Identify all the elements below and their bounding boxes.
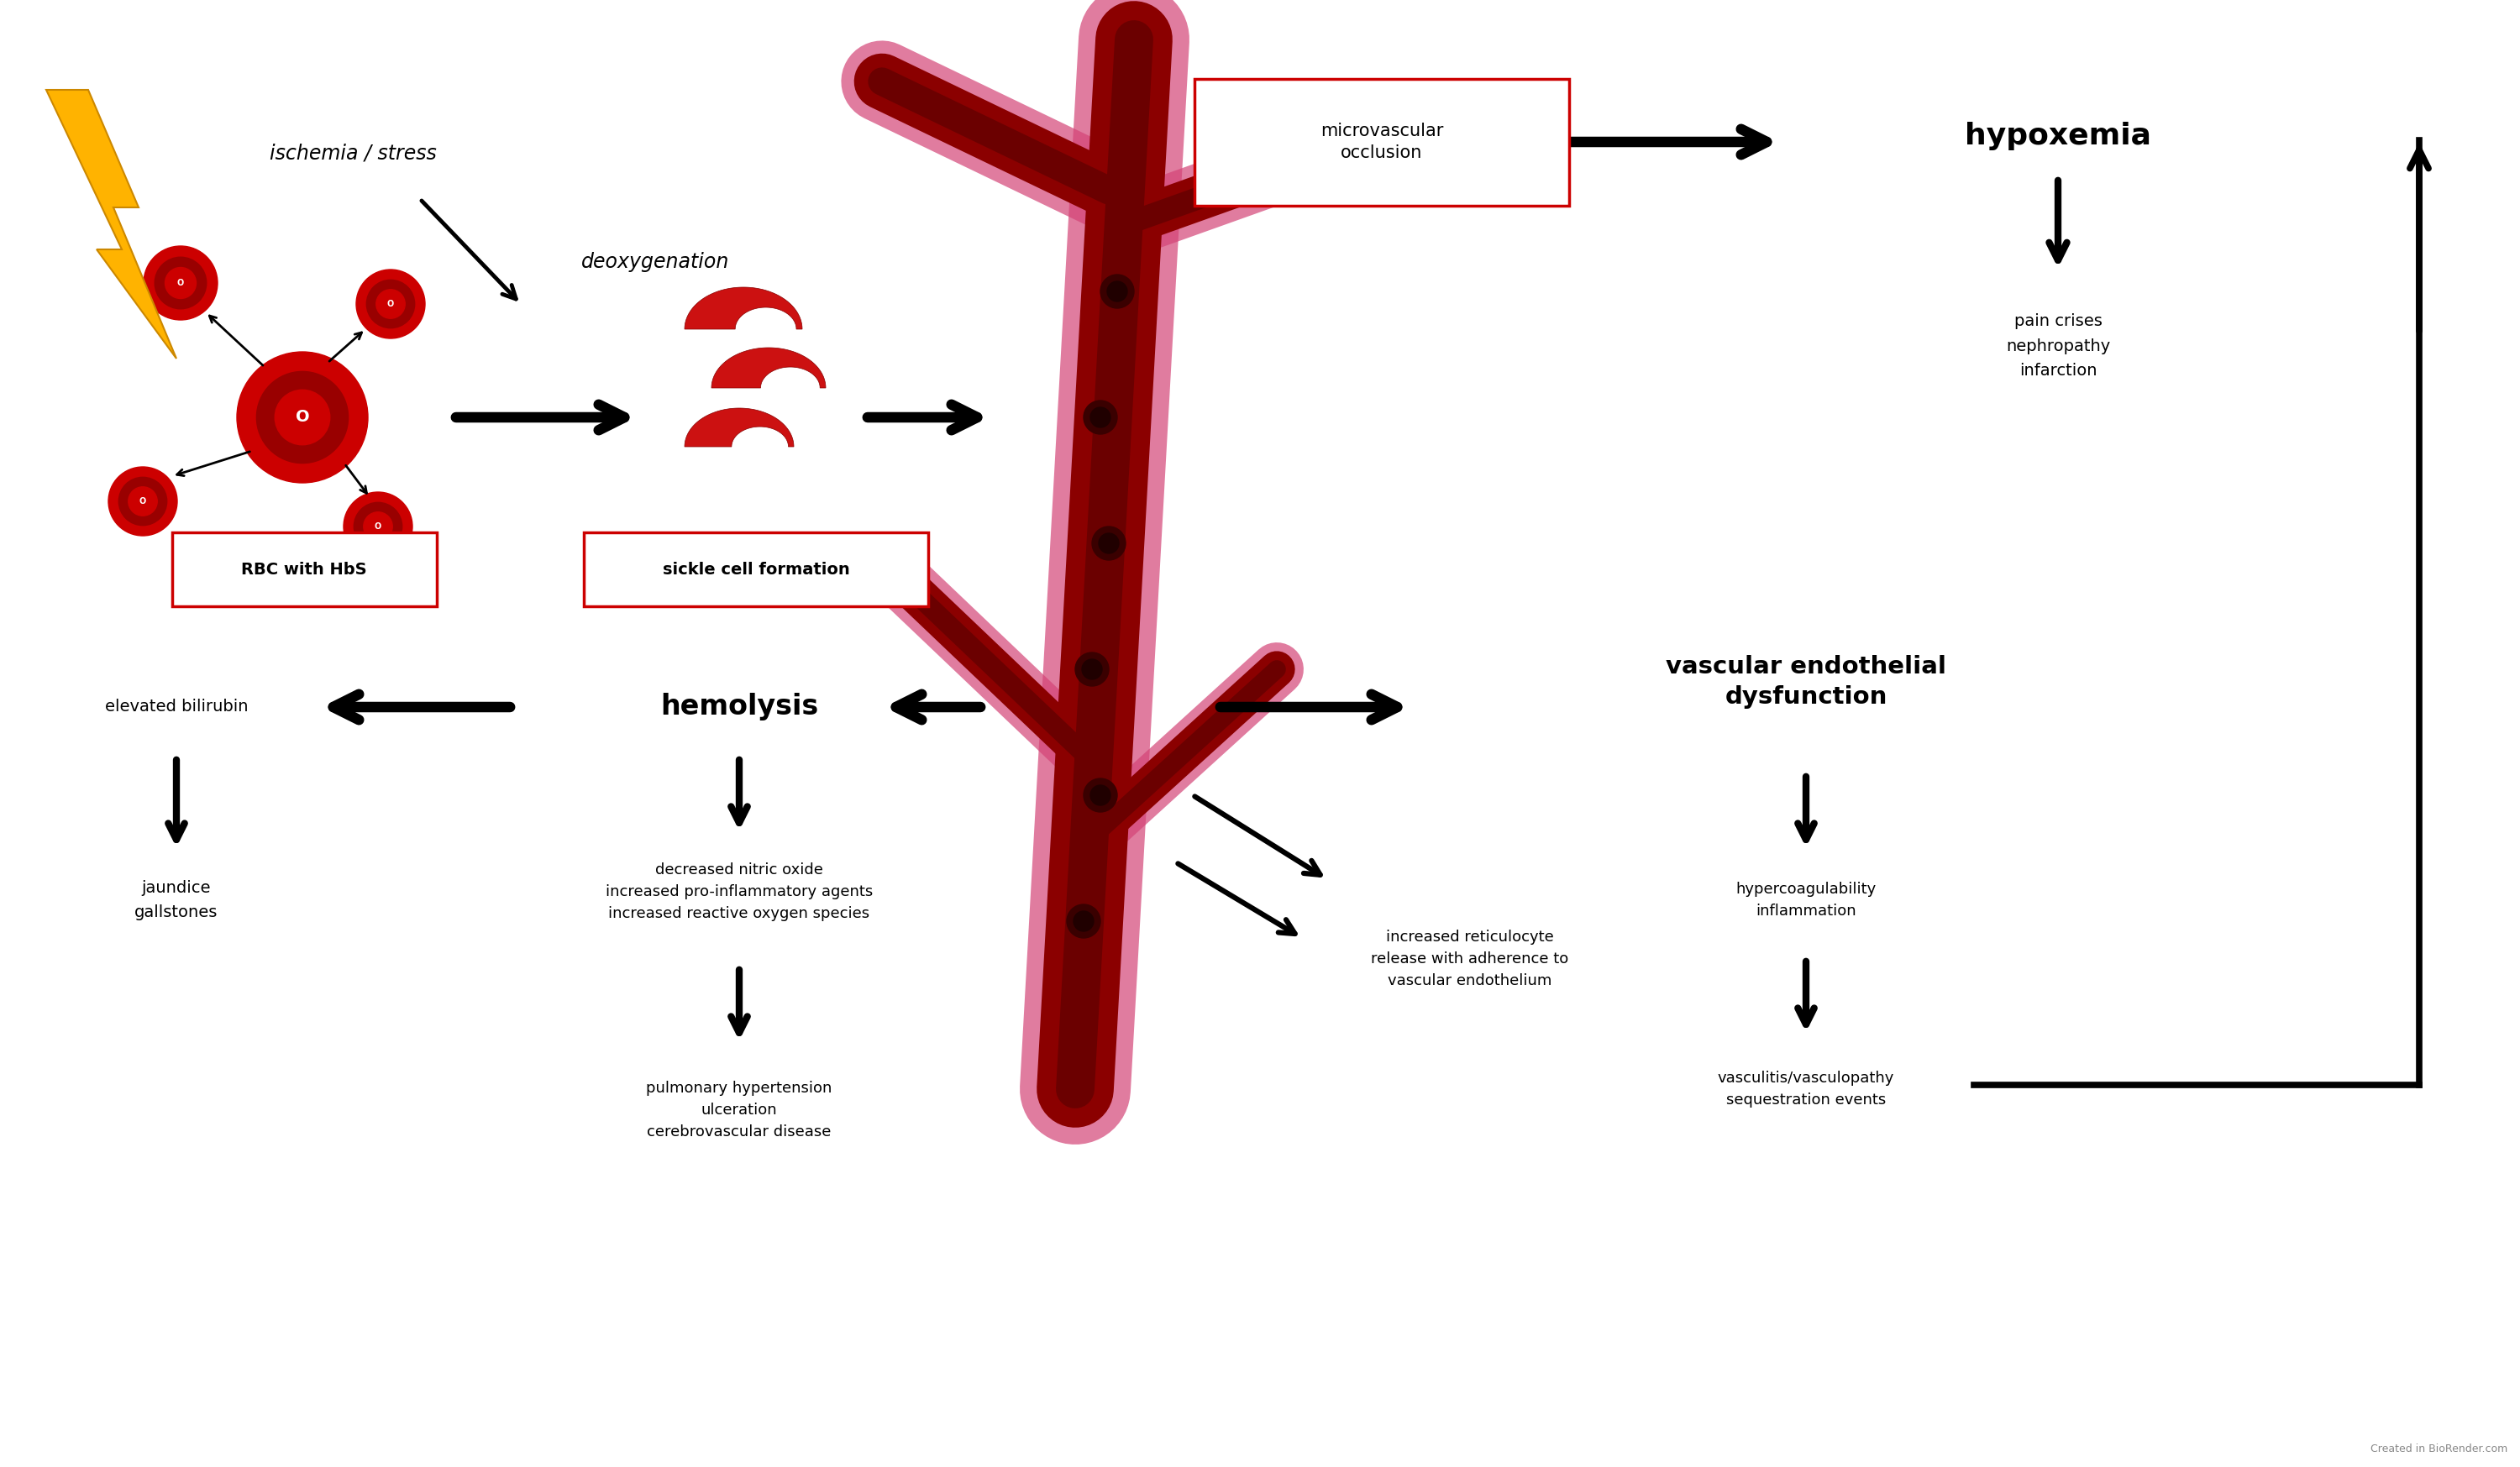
Text: Created in BioRender.com: Created in BioRender.com	[2371, 1444, 2507, 1454]
Text: hemolysis: hemolysis	[660, 694, 819, 720]
Circle shape	[108, 467, 176, 535]
Text: vasculitis/vasculopathy
sequestration events: vasculitis/vasculopathy sequestration ev…	[1719, 1071, 1895, 1108]
Text: elevated bilirubin: elevated bilirubin	[106, 700, 247, 714]
Circle shape	[1091, 527, 1126, 560]
Text: hypoxemia: hypoxemia	[1966, 122, 2152, 150]
Text: O: O	[139, 497, 146, 506]
Circle shape	[365, 280, 416, 329]
Circle shape	[1101, 274, 1134, 308]
Text: decreased nitric oxide
increased pro-inflammatory agents
increased reactive oxyg: decreased nitric oxide increased pro-inf…	[605, 863, 872, 921]
Text: pulmonary hypertension
ulceration
cerebrovascular disease: pulmonary hypertension ulceration cerebr…	[645, 1080, 832, 1140]
Text: vascular endothelial
dysfunction: vascular endothelial dysfunction	[1666, 656, 1945, 709]
Polygon shape	[711, 348, 827, 387]
Circle shape	[1091, 785, 1111, 805]
Circle shape	[375, 289, 406, 318]
Circle shape	[363, 512, 393, 541]
Circle shape	[129, 487, 156, 516]
Text: O: O	[176, 279, 184, 288]
Circle shape	[118, 477, 166, 525]
Text: jaundice
gallstones: jaundice gallstones	[134, 880, 219, 921]
Text: microvascular
occlusion: microvascular occlusion	[1320, 122, 1444, 161]
Text: RBC with HbS: RBC with HbS	[242, 562, 368, 578]
Circle shape	[1084, 779, 1116, 813]
Circle shape	[353, 502, 403, 550]
Circle shape	[1091, 408, 1111, 427]
FancyBboxPatch shape	[171, 533, 436, 606]
Text: pain crises
nephropathy
infarction: pain crises nephropathy infarction	[2006, 314, 2109, 378]
Circle shape	[1076, 653, 1109, 687]
Circle shape	[154, 257, 207, 310]
Circle shape	[1084, 400, 1116, 434]
Text: sickle cell formation: sickle cell formation	[663, 562, 849, 578]
Circle shape	[166, 267, 197, 298]
Circle shape	[275, 390, 330, 445]
Circle shape	[343, 491, 413, 560]
Text: O: O	[375, 522, 381, 531]
Circle shape	[257, 371, 348, 464]
Circle shape	[1106, 282, 1126, 301]
FancyBboxPatch shape	[1194, 79, 1570, 205]
Circle shape	[1066, 904, 1101, 937]
Circle shape	[1081, 659, 1101, 679]
Text: increased reticulocyte
release with adherence to
vascular endothelium: increased reticulocyte release with adhe…	[1371, 929, 1570, 989]
Text: O: O	[388, 299, 393, 308]
Polygon shape	[685, 288, 801, 329]
Text: ischemia / stress: ischemia / stress	[270, 142, 436, 163]
Text: hypercoagulability
inflammation: hypercoagulability inflammation	[1736, 882, 1877, 918]
Circle shape	[144, 246, 217, 320]
Circle shape	[1099, 533, 1119, 553]
Circle shape	[355, 270, 426, 339]
Text: deoxygenation: deoxygenation	[582, 252, 728, 271]
Polygon shape	[685, 408, 794, 447]
FancyBboxPatch shape	[585, 533, 927, 606]
Circle shape	[237, 352, 368, 483]
Circle shape	[1074, 911, 1094, 932]
Polygon shape	[45, 89, 176, 358]
Text: O: O	[295, 409, 310, 425]
